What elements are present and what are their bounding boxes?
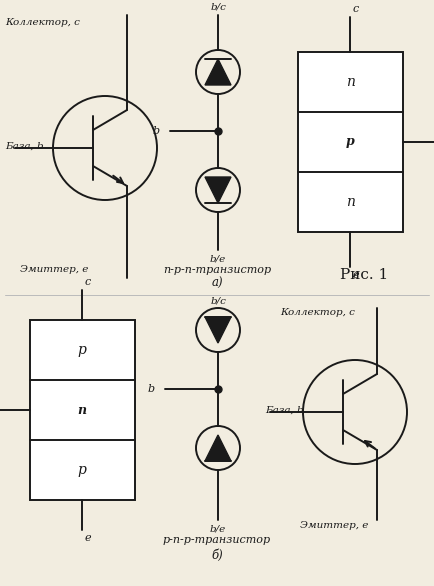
Bar xyxy=(298,52,403,232)
Text: Рис. 1: Рис. 1 xyxy=(340,268,388,282)
Text: База, b: База, b xyxy=(5,141,44,151)
Text: b/e: b/e xyxy=(210,255,226,264)
Text: п: п xyxy=(77,404,86,417)
Text: р-п-р-транзистор: р-п-р-транзистор xyxy=(163,535,271,545)
Text: Коллектор, с: Коллектор, с xyxy=(5,18,80,27)
Text: b/c: b/c xyxy=(210,3,226,12)
Text: Эмиттер, е: Эмиттер, е xyxy=(300,520,368,530)
Text: п-р-п-транзистор: п-р-п-транзистор xyxy=(163,265,271,275)
Text: Коллектор, с: Коллектор, с xyxy=(280,308,355,317)
Bar xyxy=(30,320,135,500)
Text: e: e xyxy=(353,270,360,280)
Text: а): а) xyxy=(211,277,223,289)
Text: b/c: b/c xyxy=(210,296,226,305)
Text: b: b xyxy=(153,126,160,136)
Text: Эмиттер, е: Эмиттер, е xyxy=(20,265,89,274)
Text: р: р xyxy=(78,343,86,357)
Text: b: b xyxy=(148,384,155,394)
Text: б): б) xyxy=(211,548,223,561)
Polygon shape xyxy=(205,435,231,461)
Polygon shape xyxy=(205,177,231,203)
Text: р: р xyxy=(78,463,86,477)
Text: b/e: b/e xyxy=(210,524,226,533)
Text: п: п xyxy=(345,195,355,209)
Text: База, b: База, b xyxy=(265,406,304,414)
Polygon shape xyxy=(205,59,231,85)
Text: р: р xyxy=(345,135,355,148)
Text: c: c xyxy=(353,4,359,14)
Text: e: e xyxy=(85,533,92,543)
Text: c: c xyxy=(85,277,91,287)
Text: п: п xyxy=(345,75,355,89)
Polygon shape xyxy=(205,317,231,343)
